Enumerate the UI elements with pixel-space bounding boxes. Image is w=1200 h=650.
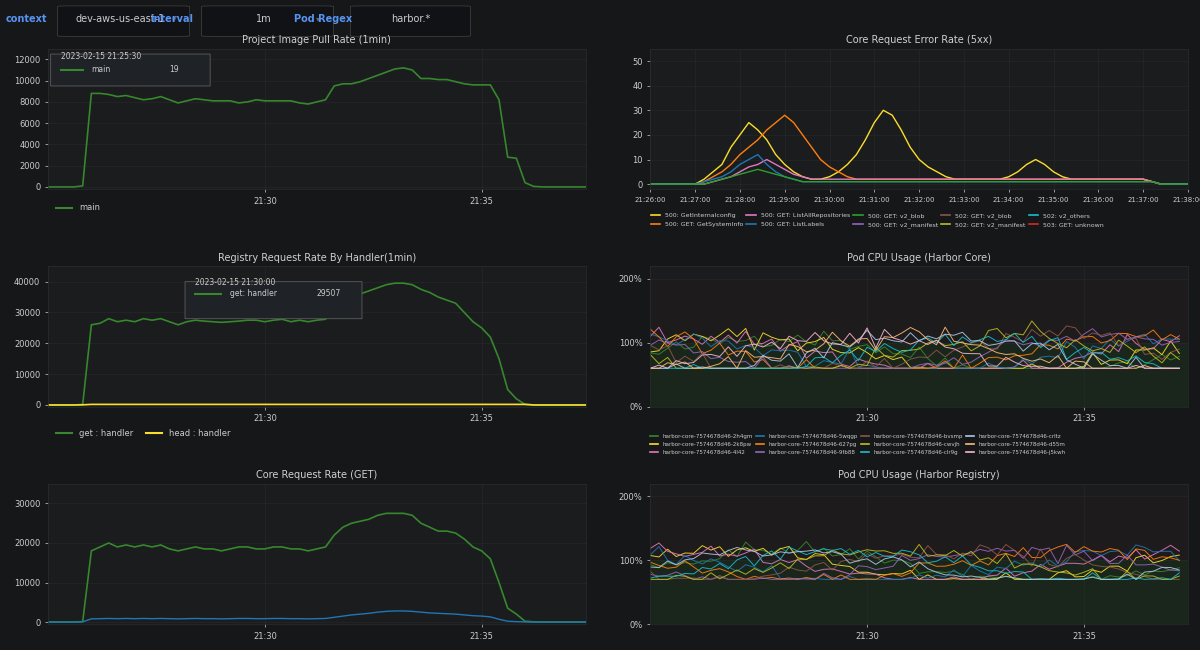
head : handler: (44, 200): handler: (44, 200) bbox=[422, 400, 437, 408]
Text: main: main bbox=[91, 65, 110, 74]
Text: 2023-02-15 21:25:30: 2023-02-15 21:25:30 bbox=[61, 53, 142, 61]
Bar bbox=[650, 560, 1188, 624]
FancyBboxPatch shape bbox=[350, 6, 470, 36]
get : handler: (19, 2.7e+04): handler: (19, 2.7e+04) bbox=[205, 318, 220, 326]
Legend: 500: GetInternalconfig, 500: GET: GetSystemInfo, 500: GET: ListAllRepositories, : 500: GetInternalconfig, 500: GET: GetSys… bbox=[648, 211, 1106, 231]
FancyBboxPatch shape bbox=[185, 281, 362, 318]
Text: ▾: ▾ bbox=[316, 14, 320, 23]
Text: context: context bbox=[6, 14, 48, 24]
Legend: get : handler, head : handler: get : handler, head : handler bbox=[52, 426, 234, 441]
Legend: main: main bbox=[52, 200, 103, 216]
head : handler: (0, 0): handler: (0, 0) bbox=[41, 401, 55, 409]
Text: get: handler: get: handler bbox=[230, 289, 277, 298]
Bar bbox=[650, 279, 1188, 343]
get : handler: (0, 0): handler: (0, 0) bbox=[41, 401, 55, 409]
head : handler: (30, 200): handler: (30, 200) bbox=[301, 400, 316, 408]
Text: 29507: 29507 bbox=[317, 289, 341, 298]
head : handler: (20, 200): handler: (20, 200) bbox=[215, 400, 229, 408]
FancyBboxPatch shape bbox=[58, 6, 190, 36]
head : handler: (18, 200): handler: (18, 200) bbox=[197, 400, 211, 408]
Text: harbor.*: harbor.* bbox=[391, 14, 430, 24]
get : handler: (61, 0): handler: (61, 0) bbox=[570, 401, 584, 409]
Text: 19: 19 bbox=[169, 65, 179, 74]
Title: Core Request Rate (GET): Core Request Rate (GET) bbox=[257, 470, 378, 480]
get : handler: (29, 2.75e+04): handler: (29, 2.75e+04) bbox=[293, 317, 307, 324]
head : handler: (62, 0): handler: (62, 0) bbox=[578, 401, 593, 409]
head : handler: (5, 200): handler: (5, 200) bbox=[84, 400, 98, 408]
get : handler: (62, 0): handler: (62, 0) bbox=[578, 401, 593, 409]
Bar bbox=[650, 497, 1188, 560]
Title: Core Request Error Rate (5xx): Core Request Error Rate (5xx) bbox=[846, 35, 992, 46]
Text: ▾: ▾ bbox=[172, 14, 176, 23]
FancyBboxPatch shape bbox=[202, 6, 334, 36]
get : handler: (40, 3.95e+04): handler: (40, 3.95e+04) bbox=[388, 280, 402, 287]
head : handler: (61, 0): handler: (61, 0) bbox=[570, 401, 584, 409]
get : handler: (44, 3.65e+04): handler: (44, 3.65e+04) bbox=[422, 289, 437, 296]
Title: Registry Request Rate By Handler(1min): Registry Request Rate By Handler(1min) bbox=[217, 253, 416, 263]
Text: interval: interval bbox=[150, 14, 193, 24]
Text: dev-aws-us-east-1: dev-aws-us-east-1 bbox=[76, 14, 164, 24]
Bar bbox=[650, 343, 1188, 406]
Text: 1m: 1m bbox=[256, 14, 272, 24]
get : handler: (17, 2.75e+04): handler: (17, 2.75e+04) bbox=[188, 317, 203, 324]
Text: Pod Regex: Pod Regex bbox=[294, 14, 352, 24]
head : handler: (32, 200): handler: (32, 200) bbox=[318, 400, 332, 408]
Line: get : handler: get : handler bbox=[48, 283, 586, 405]
Title: Project Image Pull Rate (1min): Project Image Pull Rate (1min) bbox=[242, 35, 391, 46]
Legend: harbor-core-7574678d46-2h4gm, harbor-core-7574678d46-2k8pw, harbor-core-7574678d: harbor-core-7574678d46-2h4gm, harbor-cor… bbox=[648, 432, 1068, 457]
Title: Pod CPU Usage (Harbor Registry): Pod CPU Usage (Harbor Registry) bbox=[839, 470, 1000, 480]
Title: Pod CPU Usage (Harbor Core): Pod CPU Usage (Harbor Core) bbox=[847, 253, 991, 263]
Text: 2023-02-15 21:30:00: 2023-02-15 21:30:00 bbox=[196, 278, 276, 287]
get : handler: (31, 2.75e+04): handler: (31, 2.75e+04) bbox=[310, 317, 324, 324]
FancyBboxPatch shape bbox=[50, 54, 210, 86]
